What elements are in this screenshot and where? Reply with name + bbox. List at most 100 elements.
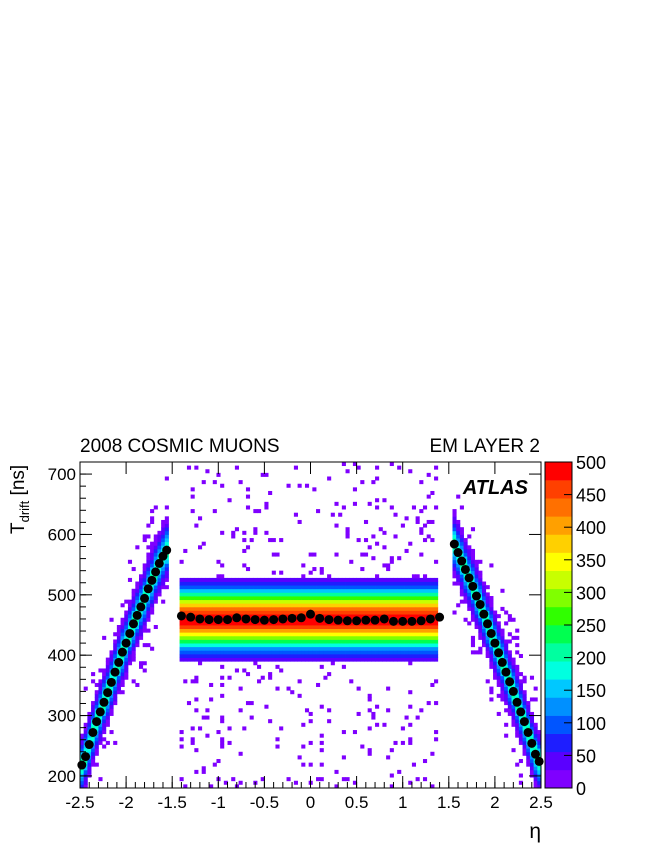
heatmap-cell [349, 606, 354, 611]
heatmap-cell [223, 585, 228, 590]
heatmap-cell [205, 715, 210, 720]
heatmap-cell [190, 585, 195, 590]
x-tick-label: -2.5 [65, 793, 94, 812]
heatmap-cell [293, 585, 298, 590]
heatmap-cell [227, 653, 232, 658]
heatmap-cell [327, 628, 332, 633]
heatmap-cell [459, 527, 464, 532]
heatmap-cell [500, 639, 505, 644]
heatmap-cell [264, 625, 269, 630]
heatmap-cell [139, 592, 144, 597]
heatmap-cell [124, 610, 129, 615]
heatmap-cell [186, 635, 192, 640]
heatmap-cell [404, 614, 409, 619]
heatmap-cell [98, 726, 103, 731]
heatmap-cell [456, 530, 461, 535]
heatmap-cell [537, 744, 542, 749]
heatmap-cell [194, 697, 199, 702]
heatmap-cell [290, 690, 295, 695]
heatmap-cell [522, 690, 527, 695]
heatmap-cell [507, 614, 512, 619]
heatmap-cell [194, 769, 199, 774]
heatmap-cell [397, 465, 402, 470]
heatmap-cell [367, 632, 372, 637]
heatmap-cell [257, 639, 262, 644]
heatmap-cell [338, 614, 343, 619]
heatmap-cell [183, 679, 188, 684]
heatmap-cell [238, 621, 243, 626]
heatmap-cell [297, 588, 302, 593]
profile-marker [278, 614, 288, 624]
heatmap-cell [98, 722, 103, 727]
heatmap-cell [164, 534, 169, 539]
heatmap-cell [201, 646, 206, 651]
heatmap-cell [312, 657, 317, 662]
heatmap-cell [120, 690, 125, 695]
heatmap-cell [198, 726, 203, 731]
heatmap-cell [234, 577, 239, 582]
heatmap-cell [507, 708, 512, 713]
heatmap-cell [518, 759, 523, 764]
heatmap-cell [293, 606, 298, 611]
heatmap-cell [341, 462, 346, 467]
x-tick-label: 1.5 [437, 793, 461, 812]
heatmap-cell [198, 646, 203, 651]
heatmap-cell [153, 581, 158, 586]
heatmap-cell [297, 585, 302, 590]
heatmap-cell [231, 577, 236, 582]
heatmap-cell [408, 625, 413, 630]
heatmap-cell [334, 635, 339, 640]
heatmap-cell [489, 646, 494, 651]
heatmap-cell [264, 646, 269, 651]
heatmap-cell [275, 577, 280, 582]
heatmap-cell [408, 588, 413, 593]
heatmap-cell [91, 759, 96, 764]
heatmap-cell [345, 534, 350, 539]
heatmap-cell [271, 585, 276, 590]
heatmap-cell [375, 625, 380, 630]
heatmap-cell [290, 628, 295, 633]
heatmap-cell [404, 628, 409, 633]
heatmap-cell [319, 599, 324, 604]
heatmap-cell [212, 606, 217, 611]
heatmap-cell [489, 653, 494, 658]
heatmap-cell [190, 610, 195, 615]
heatmap-cell [194, 748, 199, 753]
heatmap-cell [375, 581, 380, 586]
heatmap-cell [94, 693, 99, 698]
heatmap-cell [257, 588, 262, 593]
heatmap-cell [231, 592, 236, 597]
profile-marker [77, 760, 87, 770]
heatmap-cell [186, 603, 192, 608]
heatmap-cell [301, 632, 306, 637]
heatmap-cell [389, 585, 394, 590]
heatmap-cell [198, 610, 203, 615]
heatmap-cell [378, 628, 383, 633]
heatmap-cell [411, 635, 417, 640]
heatmap-cell [220, 577, 225, 582]
heatmap-cell [419, 585, 424, 590]
heatmap-cell [242, 635, 247, 640]
heatmap-cell [83, 766, 88, 771]
heatmap-cell [419, 592, 424, 597]
heatmap-cell [124, 668, 129, 673]
heatmap-cell [463, 545, 468, 550]
heatmap-cell [319, 643, 324, 648]
heatmap-cell [304, 625, 310, 630]
heatmap-cell [434, 632, 439, 637]
heatmap-cell [216, 599, 221, 604]
profile-marker [106, 677, 116, 687]
heatmap-cell [102, 744, 107, 749]
heatmap-cell [131, 653, 136, 658]
heatmap-cell [419, 596, 424, 601]
heatmap-cell [308, 657, 313, 662]
heatmap-cell [319, 632, 324, 637]
heatmap-cell [389, 592, 394, 597]
heatmap-cell [201, 715, 206, 720]
heatmap-cell [253, 650, 258, 655]
heatmap-cell [478, 581, 483, 586]
heatmap-cell [105, 668, 110, 673]
heatmap-cell [249, 650, 254, 655]
heatmap-cell [87, 766, 92, 771]
heatmap-cell [356, 639, 361, 644]
